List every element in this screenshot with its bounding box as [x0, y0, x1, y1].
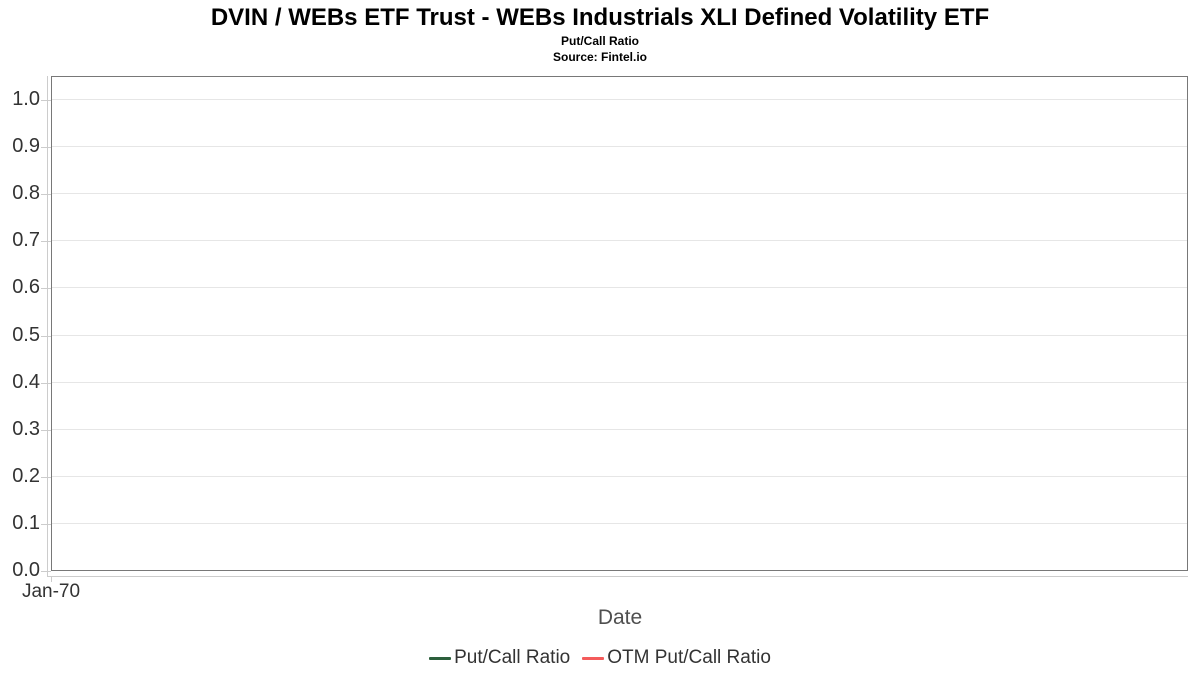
y-gridline — [52, 382, 1187, 383]
y-axis-tick — [41, 524, 51, 525]
chart-source-credit: Source: Fintel.io — [552, 50, 647, 64]
y-axis-tick-label: 0.2 — [12, 465, 40, 487]
y-axis-line — [47, 76, 48, 577]
y-axis-tick-label: 0.1 — [12, 512, 40, 534]
x-axis-title: Date — [597, 606, 643, 629]
chart-subtitle: Put/Call Ratio — [560, 34, 639, 48]
y-axis-tick — [41, 430, 51, 431]
y-gridline — [52, 523, 1187, 524]
y-axis-tick — [41, 571, 51, 572]
x-axis-line — [47, 576, 1188, 577]
y-gridline — [52, 146, 1187, 147]
y-gridline — [52, 429, 1187, 430]
y-axis-tick — [41, 477, 51, 478]
y-axis-tick-label: 0.4 — [12, 371, 40, 393]
y-axis-tick — [41, 194, 51, 195]
y-axis-tick — [41, 241, 51, 242]
x-axis-tick-label: Jan-70 — [21, 581, 81, 602]
legend-item-put-call-ratio[interactable]: Put/Call Ratio — [429, 646, 570, 670]
y-axis-tick — [41, 147, 51, 148]
legend-item-label: OTM Put/Call Ratio — [607, 647, 771, 668]
y-axis-tick-label: 0.0 — [12, 559, 40, 581]
y-axis-tick-label: 0.5 — [12, 324, 40, 346]
y-gridline — [52, 193, 1187, 194]
y-axis-tick — [41, 100, 51, 101]
y-gridline — [52, 476, 1187, 477]
y-axis-tick — [41, 383, 51, 384]
y-axis-tick-label: 0.6 — [12, 276, 40, 298]
y-axis-tick — [41, 288, 51, 289]
legend: Put/Call Ratio OTM Put/Call Ratio — [0, 646, 1200, 670]
legend-item-otm-put-call-ratio[interactable]: OTM Put/Call Ratio — [582, 646, 771, 670]
y-axis-tick-label: 0.7 — [12, 229, 40, 251]
plot-area — [51, 76, 1188, 571]
legend-line-swatch — [429, 656, 452, 660]
y-gridline — [52, 99, 1187, 100]
chart-title: DVIN / WEBs ETF Trust - WEBs Industrials… — [210, 4, 990, 31]
y-axis-tick — [41, 336, 51, 337]
y-axis-tick-label: 1.0 — [12, 88, 40, 110]
y-axis-tick-label: 0.3 — [12, 418, 40, 440]
legend-line-swatch — [582, 656, 605, 660]
y-axis-tick-label: 0.9 — [12, 135, 40, 157]
y-axis-tick-label: 0.8 — [12, 182, 40, 204]
y-gridline — [52, 287, 1187, 288]
x-axis-tick — [51, 577, 52, 582]
y-gridline — [52, 335, 1187, 336]
legend-item-label: Put/Call Ratio — [454, 647, 571, 668]
y-gridline — [52, 240, 1187, 241]
